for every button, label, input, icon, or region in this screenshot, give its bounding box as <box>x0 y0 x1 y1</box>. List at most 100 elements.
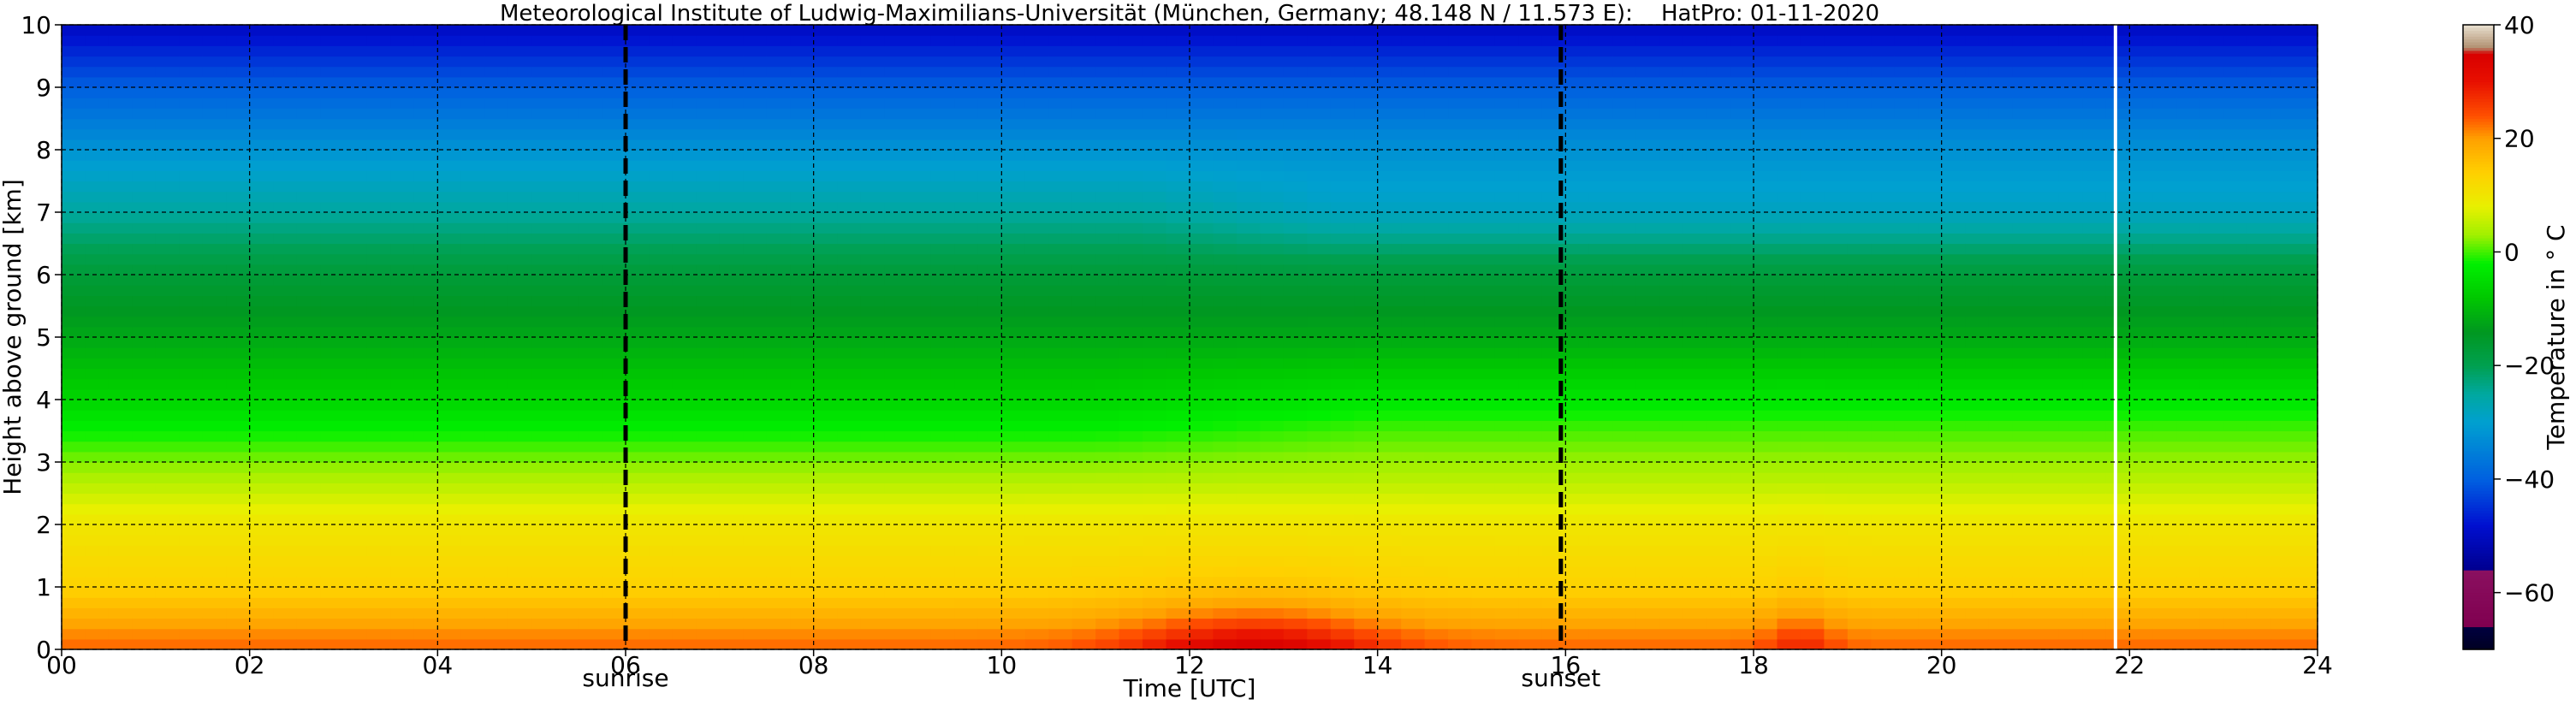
heatmap-cell <box>1330 587 1355 598</box>
heatmap-cell <box>1894 150 1919 161</box>
heatmap-cell <box>672 295 697 307</box>
heatmap-cell <box>1730 275 1754 286</box>
heatmap-cell <box>85 347 110 358</box>
heatmap-cell <box>860 253 885 265</box>
heatmap-cell <box>1260 503 1285 515</box>
heatmap-cell <box>1494 472 1520 483</box>
heatmap-cell <box>1588 358 1613 370</box>
heatmap-cell <box>1330 212 1355 223</box>
heatmap-cell <box>155 87 180 98</box>
heatmap-cell <box>1635 566 1660 578</box>
heatmap-cell <box>1941 410 1966 421</box>
heatmap-cell <box>1024 66 1049 78</box>
heatmap-cell <box>507 410 532 421</box>
heatmap-cell <box>954 628 979 640</box>
heatmap-cell <box>155 305 180 317</box>
heatmap-cell <box>790 181 815 193</box>
heatmap-cell <box>1847 566 1872 578</box>
heatmap-cell <box>1071 618 1096 630</box>
heatmap-cell <box>1190 472 1214 483</box>
heatmap-cell <box>1612 337 1637 348</box>
heatmap-cell <box>1965 56 1990 68</box>
heatmap-cell <box>108 420 133 432</box>
heatmap-cell <box>1448 285 1473 296</box>
heatmap-cell <box>155 295 180 307</box>
heatmap-cell <box>1941 388 1966 400</box>
heatmap-cell <box>790 316 815 328</box>
heatmap-cell <box>1847 587 1872 598</box>
heatmap-cell <box>1683 451 1707 463</box>
heatmap-cell <box>1588 420 1613 432</box>
heatmap-cell <box>1612 462 1637 473</box>
heatmap-cell <box>626 150 650 161</box>
heatmap-cell <box>1260 285 1285 296</box>
heatmap-cell <box>1871 545 1896 557</box>
heatmap-cell <box>155 607 180 619</box>
heatmap-cell <box>813 170 838 182</box>
heatmap-cell <box>366 576 392 588</box>
heatmap-cell <box>1001 545 1026 557</box>
heatmap-cell <box>390 535 415 546</box>
heatmap-cell <box>1635 150 1660 161</box>
heatmap-cell <box>202 243 227 255</box>
heatmap-cell <box>1424 472 1449 483</box>
heatmap-cell <box>1659 25 1684 36</box>
heatmap-cell <box>320 545 345 557</box>
heatmap-cell <box>930 462 956 473</box>
heatmap-cell <box>1494 576 1520 588</box>
heatmap-cell <box>1706 347 1731 358</box>
heatmap-cell <box>1824 305 1849 317</box>
heatmap-cell <box>1659 181 1684 193</box>
heatmap-cell <box>1706 295 1731 307</box>
heatmap-cell <box>977 388 1002 400</box>
heatmap-cell <box>507 337 532 348</box>
heatmap-cell <box>437 400 462 411</box>
heatmap-cell <box>1683 295 1707 307</box>
heatmap-cell <box>179 483 204 495</box>
heatmap-cell <box>579 503 603 515</box>
heatmap-cell <box>1494 108 1520 120</box>
heatmap-cell <box>555 597 579 608</box>
heatmap-cell <box>1166 108 1190 120</box>
heatmap-cell <box>108 358 133 370</box>
heatmap-cell <box>484 337 509 348</box>
heatmap-cell <box>1354 25 1379 36</box>
heatmap-cell <box>743 35 768 46</box>
heatmap-cell <box>1847 524 1872 536</box>
heatmap-cell <box>884 35 909 46</box>
heatmap-cell <box>1190 566 1214 578</box>
heatmap-cell <box>1330 451 1355 463</box>
heatmap-cell <box>930 410 956 421</box>
heatmap-cell <box>743 337 768 348</box>
heatmap-cell <box>1800 285 1825 296</box>
heatmap-cell <box>226 264 251 275</box>
heatmap-cell <box>649 451 674 463</box>
heatmap-cell <box>1847 618 1872 630</box>
heatmap-cell <box>179 316 204 328</box>
heatmap-cell <box>202 76 227 88</box>
heatmap-cell <box>1518 316 1543 328</box>
heatmap-cell <box>1471 150 1496 161</box>
heatmap-cell <box>626 25 650 36</box>
heatmap-cell <box>132 66 157 78</box>
heatmap-cell <box>930 128 956 140</box>
heatmap-cell <box>390 98 415 109</box>
heatmap-cell <box>413 285 438 296</box>
heatmap-cell <box>1001 275 1026 286</box>
heatmap-cell <box>1777 587 1801 598</box>
heatmap-cell <box>484 410 509 421</box>
heatmap-cell <box>1965 160 1990 171</box>
heatmap-cell <box>1471 420 1496 432</box>
heatmap-cell <box>1918 358 1943 370</box>
heatmap-cell <box>366 607 392 619</box>
heatmap-cell <box>1119 378 1143 390</box>
heatmap-cell <box>837 462 862 473</box>
heatmap-cell <box>1213 535 1238 546</box>
heatmap-cell <box>1260 545 1285 557</box>
heatmap-cell <box>1635 555 1660 567</box>
heatmap-cell <box>1941 483 1966 495</box>
heatmap-cell <box>1800 98 1825 109</box>
heatmap-cell <box>1800 275 1825 286</box>
heatmap-cell <box>1941 233 1966 245</box>
heatmap-cell <box>1001 493 1026 505</box>
